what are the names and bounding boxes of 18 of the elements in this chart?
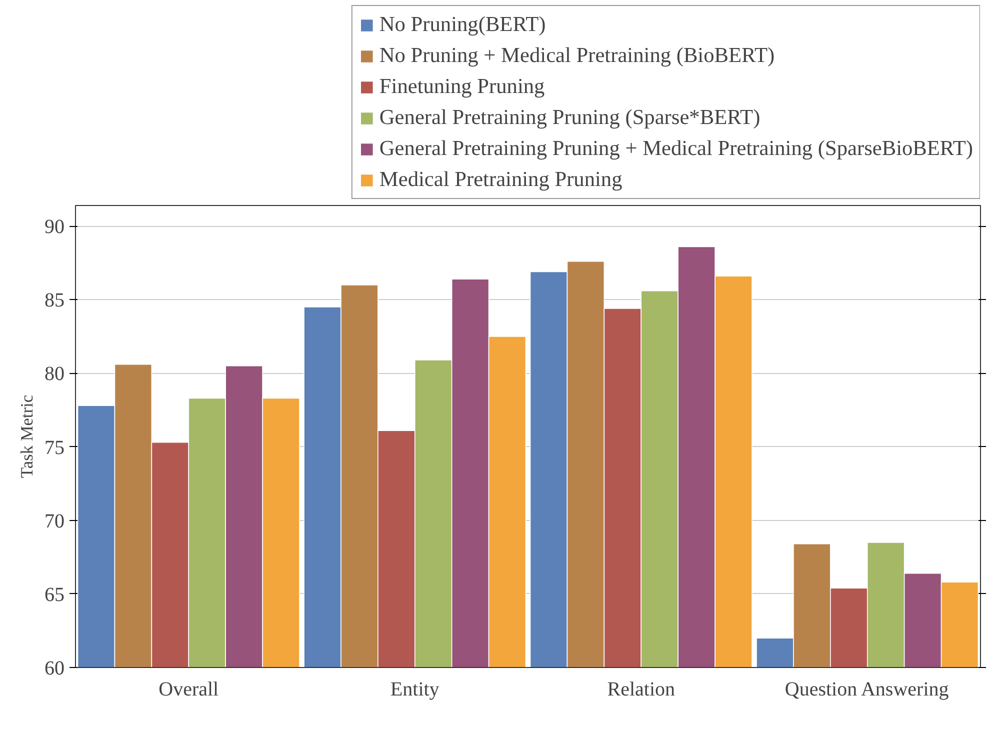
y-tick-label: 80 (44, 363, 64, 386)
legend-label: General Pretraining Pruning + Medical Pretraining (SparseBioBERT) (379, 136, 973, 161)
y-tick-label: 75 (44, 436, 64, 459)
x-tick-label: Relation (607, 678, 676, 700)
y-tick-label: 60 (44, 658, 64, 680)
legend-label: No Pruning + Medical Pretraining (BioBERT) (379, 43, 775, 68)
y-axis-title: Task Metric (18, 394, 36, 478)
x-tick-label: Question Answering (784, 678, 949, 700)
legend-label: Finetuning Pruning (379, 74, 545, 99)
legend-label: General Pretraining Pruning (Sparse*BERT) (379, 105, 760, 130)
y-tick-label: 85 (44, 290, 64, 312)
legend-label: Medical Pretraining Pruning (379, 167, 622, 192)
y-tick-label: 90 (44, 216, 64, 238)
x-tick-label: Overall (158, 678, 220, 700)
y-tick-label: 65 (44, 584, 64, 606)
x-tick-label: Entity (390, 678, 440, 700)
legend-label: No Pruning(BERT) (379, 12, 546, 37)
y-tick-label: 70 (44, 510, 64, 532)
